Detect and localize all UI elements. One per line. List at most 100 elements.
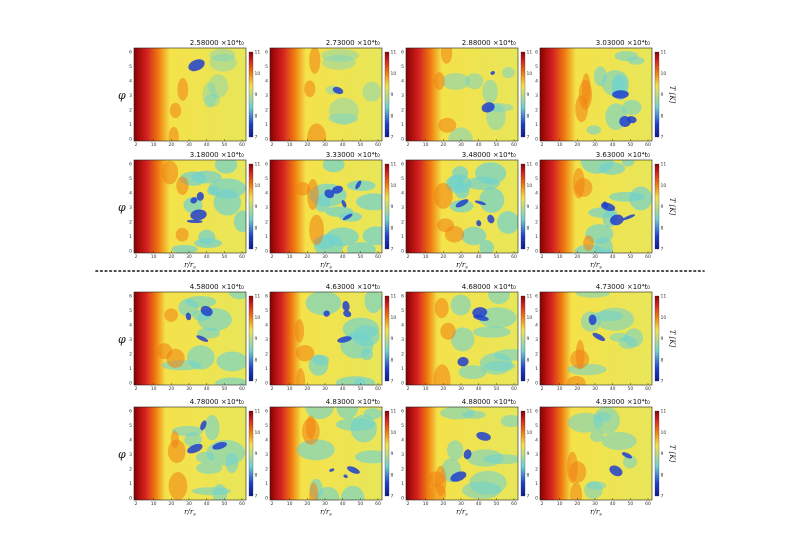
colorbar-tick-label: 11 — [661, 294, 667, 300]
cool-region — [207, 186, 220, 196]
cool-region — [452, 166, 469, 181]
y-tick-label: 3 — [129, 337, 132, 343]
colorbar-tick-label: 7 — [255, 494, 258, 500]
x-tick-label: 50 — [627, 501, 633, 507]
colorbar-tick-label: 10 — [661, 430, 667, 436]
y-tick-label: 1 — [265, 481, 268, 487]
cool-region — [202, 82, 217, 108]
panel-title: 4.78000 ×10⁴t₀ — [190, 398, 244, 406]
x-tick-label: 20 — [440, 142, 446, 148]
y-tick-label: 0 — [401, 381, 404, 387]
warm-tongue — [428, 483, 447, 500]
colorbar-tick-label: 10 — [255, 71, 261, 77]
heatmap-panel: 3.48000 ×10⁴t₀ 2 10 20 30 40 50 60 0 1 2 3 4 5 6 7 8 9 10 1… — [401, 151, 532, 271]
colorbar-tick-label: 8 — [391, 225, 394, 231]
warm-tongue — [168, 126, 179, 141]
x-tick-label: 30 — [186, 501, 192, 507]
y-tick-label: 1 — [535, 481, 538, 487]
cool-region — [575, 292, 610, 298]
colorbar-tick-label: 10 — [527, 430, 533, 436]
panel-frame — [405, 406, 519, 501]
turbulent-structures — [304, 48, 382, 141]
heatmap-panel: 4.83000 ×10⁴t₀ 2 10 20 30 40 50 60 0 1 2 3 4 5 6 7 8 9 10 1… — [265, 398, 396, 518]
y-tick-label: 5 — [535, 176, 538, 182]
cold-filament — [487, 214, 495, 224]
x-tick-label: 40 — [340, 386, 346, 392]
cool-region — [233, 210, 246, 233]
cold-filament — [355, 180, 362, 190]
cool-region — [171, 244, 198, 253]
x-tick-label: 10 — [557, 254, 563, 260]
colorbar-tick-label: 10 — [255, 315, 261, 321]
cool-region — [600, 248, 613, 253]
cold-filament — [476, 431, 491, 441]
warm-tongue — [167, 439, 186, 464]
cool-region — [229, 292, 246, 300]
panel-frame — [539, 47, 653, 142]
colorbar-tick-label: 7 — [255, 247, 258, 253]
x-tick-label: 10 — [423, 142, 429, 148]
y-tick-label: 6 — [129, 162, 132, 168]
warm-tongue — [296, 368, 306, 385]
colorbar-tick-label: 8 — [255, 113, 258, 119]
colorbar — [248, 410, 254, 497]
cool-region — [340, 485, 365, 500]
cool-region — [621, 160, 635, 167]
x-tick-label: 2 — [135, 501, 138, 507]
y-tick-label: 5 — [129, 176, 132, 182]
x-tick-label: 2 — [541, 254, 544, 260]
y-tick-label: 3 — [401, 93, 404, 99]
cold-filament — [622, 214, 636, 221]
x-tick-label: 2 — [541, 386, 544, 392]
colorbar-tick-label: 10 — [391, 315, 397, 321]
panel-field — [270, 48, 382, 141]
panel-frame — [405, 291, 519, 386]
x-tick-label: 30 — [322, 501, 328, 507]
panel-frame — [405, 159, 519, 254]
cool-region — [458, 365, 487, 380]
y-tick-label: 1 — [535, 234, 538, 240]
x-tick-label: 30 — [322, 386, 328, 392]
y-tick-label: 6 — [535, 409, 538, 415]
cool-region — [593, 310, 624, 322]
x-tick-label: 10 — [287, 501, 293, 507]
colorbar — [654, 163, 660, 250]
y-tick-label: 1 — [265, 122, 268, 128]
panel-title: 4.88000 ×10⁴t₀ — [462, 398, 516, 406]
warm-tongue — [304, 80, 316, 98]
colorbar-tick-label: 9 — [527, 92, 530, 98]
x-tick-label: 40 — [476, 142, 482, 148]
x-axis-label: r/rs — [456, 508, 468, 518]
cold-filament — [457, 357, 469, 367]
y-tick-label: 5 — [265, 423, 268, 429]
panel-title: 4.83000 ×10⁴t₀ — [326, 398, 380, 406]
x-tick-label: 30 — [458, 386, 464, 392]
panel-frame — [269, 159, 383, 254]
colorbar-tick-label: 10 — [527, 183, 533, 189]
cold-filament — [200, 420, 207, 431]
panel-frame — [539, 291, 653, 386]
y-tick-label: 1 — [535, 366, 538, 372]
x-tick-label: 40 — [476, 501, 482, 507]
cool-region — [450, 294, 471, 316]
x-tick-label: 2 — [407, 501, 410, 507]
colorbar-tick-label: 9 — [255, 336, 258, 342]
y-tick-label: 6 — [265, 409, 268, 415]
colorbar-tick-label: 7 — [527, 494, 530, 500]
y-axis-label: φ — [118, 333, 126, 346]
x-tick-label: 10 — [151, 501, 157, 507]
x-tick-label: 20 — [304, 501, 310, 507]
x-tick-label: 50 — [357, 254, 363, 260]
colorbar — [520, 410, 526, 497]
x-tick-label: 60 — [239, 501, 245, 507]
cold-filament — [188, 59, 205, 72]
cool-region — [336, 407, 359, 420]
y-axis-label: φ — [118, 89, 126, 102]
cool-region — [197, 327, 221, 339]
y-tick-label: 2 — [265, 108, 268, 114]
warm-tongue — [438, 117, 457, 133]
panel-frame — [539, 159, 653, 254]
panel-title: 2.73000 ×10⁴t₀ — [326, 39, 380, 47]
x-tick-label: 10 — [557, 501, 563, 507]
x-tick-label: 30 — [592, 501, 598, 507]
